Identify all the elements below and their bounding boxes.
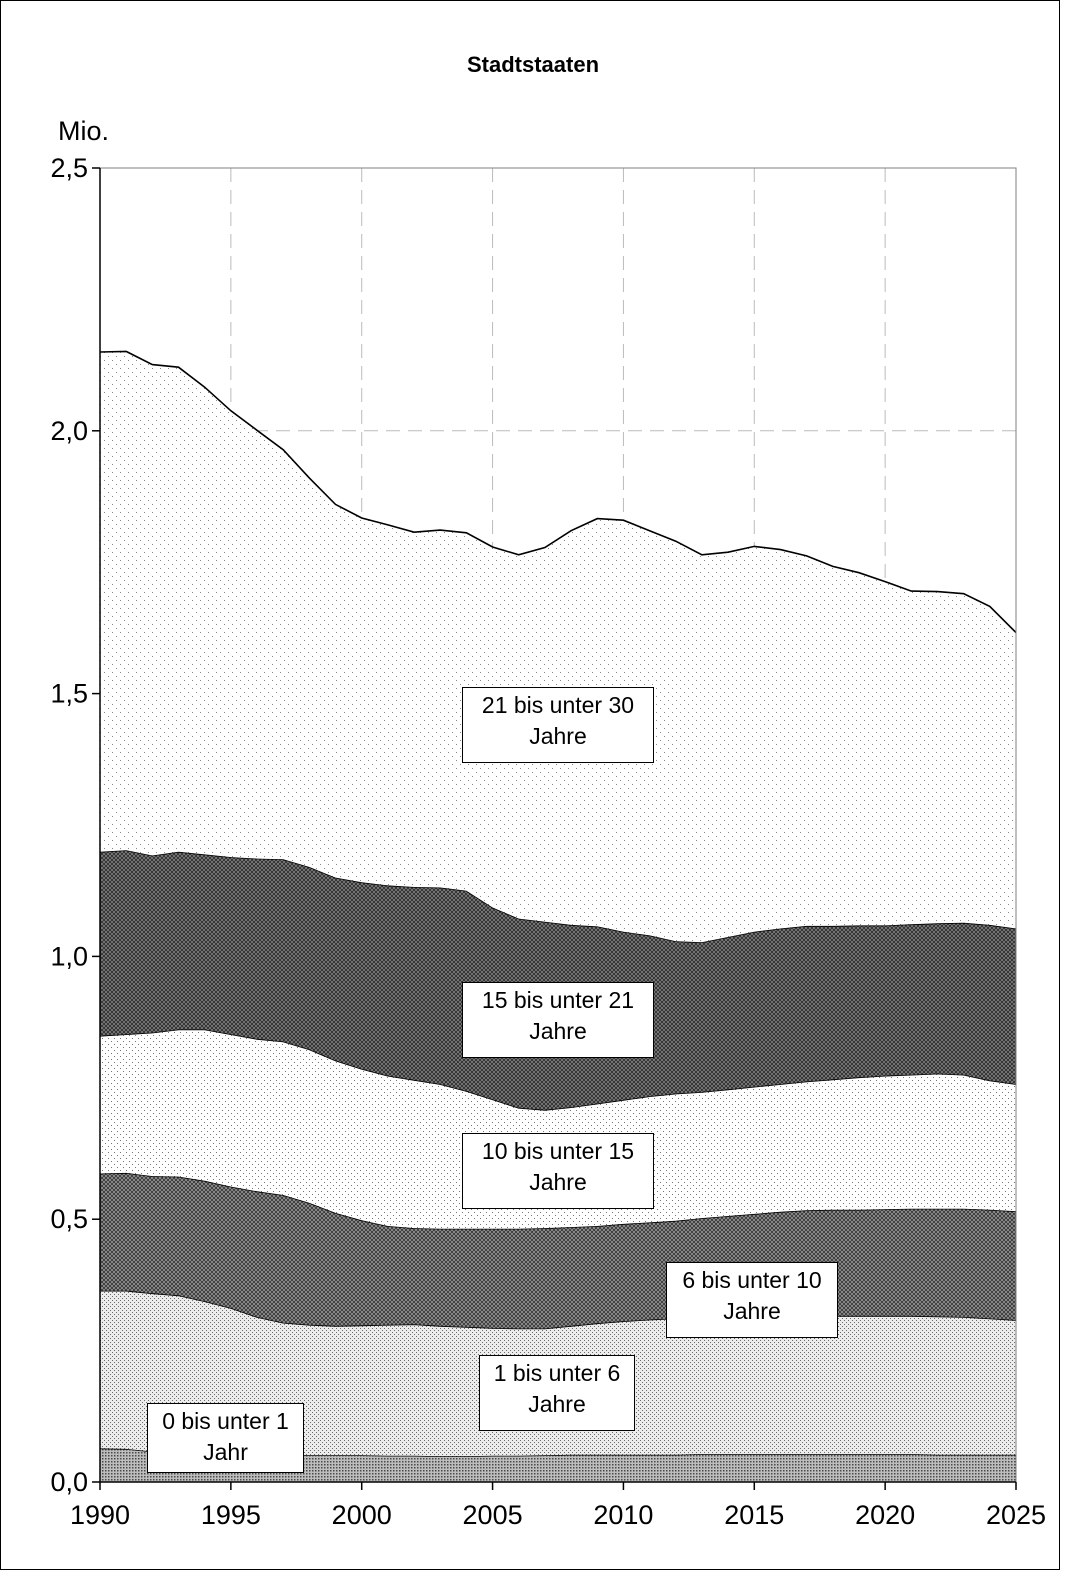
- label-box-21-30: 21 bis unter 30 Jahre: [462, 687, 654, 763]
- x-tick-label: 1990: [70, 1500, 130, 1530]
- area-1: [100, 1448, 1016, 1482]
- chart-title: Stadtstaaten: [466, 52, 600, 77]
- area-6: [100, 351, 1016, 943]
- area-series: [99, 350, 1017, 1482]
- y-tick-label: 2,0: [50, 416, 88, 446]
- label-box-10-15: 10 bis unter 15 Jahre: [462, 1133, 654, 1209]
- label-box-6-10: 6 bis unter 10 Jahre: [666, 1262, 838, 1338]
- series-label-21-30: 21 bis unter 30 Jahre: [481, 692, 635, 749]
- y-tick-label: 1,0: [50, 941, 88, 971]
- y-tick-label: 1,5: [50, 679, 88, 709]
- y-tick-label: 0,0: [50, 1467, 88, 1497]
- series-label-1-6: 1 bis unter 6 Jahre: [493, 1360, 621, 1417]
- y-axis-unit-label: Mio.: [58, 116, 110, 146]
- label-box-0-1: 0 bis unter 1 Jahr: [147, 1403, 304, 1473]
- series-label-0-1: 0 bis unter 1 Jahr: [162, 1408, 289, 1465]
- area-4: [100, 1029, 1016, 1229]
- series-label-10-15: 10 bis unter 15 Jahre: [481, 1138, 635, 1195]
- x-tick-label: 2025: [986, 1500, 1046, 1530]
- y-tick-label: 0,5: [50, 1204, 88, 1234]
- x-tick-label: 2020: [855, 1500, 915, 1530]
- x-tick-label: 2005: [463, 1500, 523, 1530]
- y-tick-label: 2,5: [50, 153, 88, 183]
- label-box-1-6: 1 bis unter 6 Jahre: [479, 1355, 635, 1431]
- x-tick-label: 2010: [593, 1500, 653, 1530]
- x-tick-label: 1995: [201, 1500, 261, 1530]
- axes: 0,0 0,5 1,0 1,5 2,0 2,5 1990 1995 2000 2005 2010 20…: [50, 153, 1046, 1530]
- label-box-15-21: 15 bis unter 21 Jahre: [462, 982, 654, 1058]
- series-line-6: [99, 350, 1017, 634]
- series-label-15-21: 15 bis unter 21 Jahre: [481, 987, 635, 1044]
- x-tick-label: 2000: [332, 1500, 392, 1530]
- series-label-6-10: 6 bis unter 10 Jahre: [682, 1267, 822, 1324]
- x-tick-label: 2015: [724, 1500, 784, 1530]
- area-5: [100, 850, 1016, 1110]
